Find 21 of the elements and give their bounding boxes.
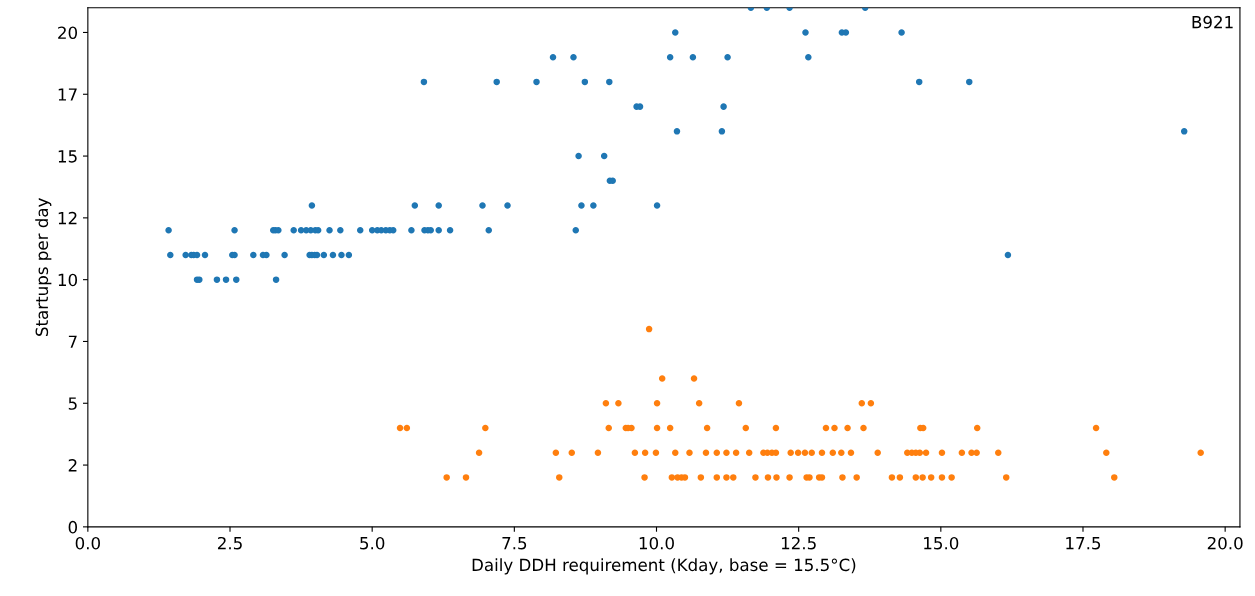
x-tick-label: 10.0 — [639, 536, 674, 550]
y-tick-label: 12 — [58, 211, 77, 225]
y-tick-label: 15 — [58, 150, 77, 163]
x-tick-label: 17.5 — [1066, 537, 1101, 550]
x-tick-label: 20.0 — [1207, 536, 1243, 550]
x-tick-label: 7.5 — [502, 537, 527, 550]
y-tick-label: 20 — [58, 26, 78, 40]
y-tick-label: 7 — [68, 335, 77, 348]
x-tick-label: 15.0 — [924, 536, 959, 550]
y-tick-label: 2 — [68, 459, 77, 472]
x-tick-label: 12.5 — [781, 536, 816, 550]
x-tick-label: 5.0 — [360, 536, 385, 550]
x-axis-title: Daily DDH requirement (Kday, base = 15.5°C) — [472, 558, 856, 575]
x-tick-label: 0.0 — [75, 536, 100, 550]
y-tick-label: 17 — [58, 88, 77, 101]
y-tick-label: 10 — [58, 273, 78, 287]
y-tick-label: 0 — [68, 520, 78, 534]
y-axis-title: Startups per day — [35, 198, 52, 336]
annotation: B921 — [1192, 15, 1233, 29]
y-tick-label: 5 — [68, 397, 77, 410]
x-tick-label: 2.5 — [217, 536, 242, 550]
